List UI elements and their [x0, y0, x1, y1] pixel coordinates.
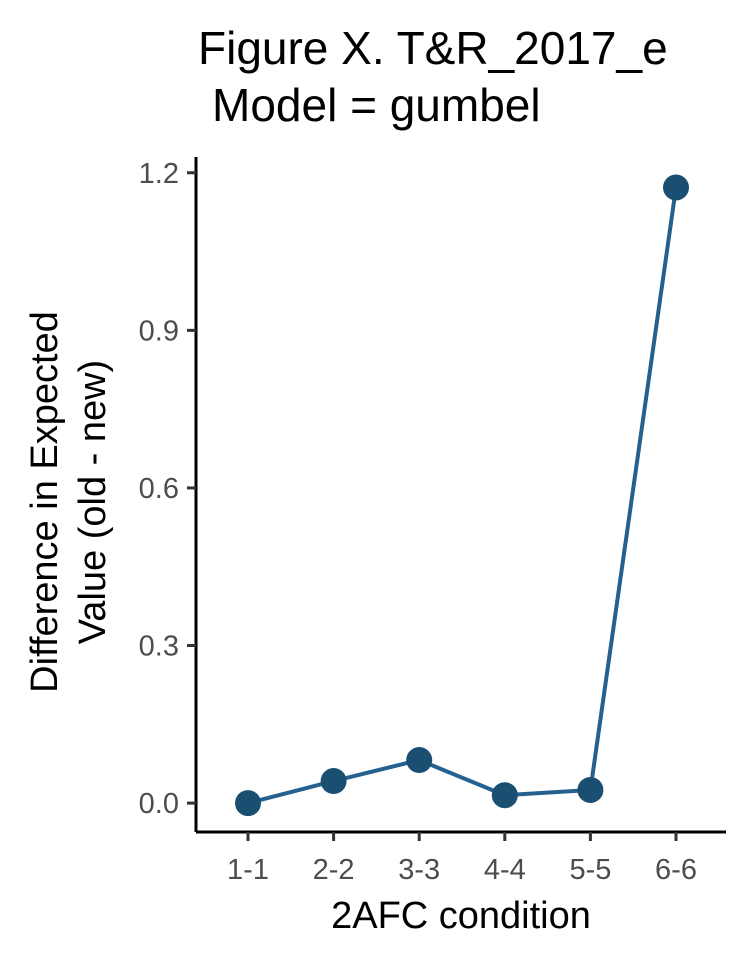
- y-tick-label: 0.3: [139, 631, 179, 663]
- chart-title-line-2: Model = gumbel: [212, 79, 541, 131]
- data-point: [491, 782, 518, 809]
- y-tick-label: 0.6: [139, 473, 179, 505]
- data-point: [406, 747, 433, 774]
- x-tick-label: 6-6: [655, 854, 697, 886]
- x-tick-label: 5-5: [569, 854, 611, 886]
- y-tick-label: 0.9: [139, 315, 179, 347]
- y-tick-label: 0.0: [139, 788, 179, 820]
- data-point: [663, 174, 689, 201]
- data-point: [320, 768, 347, 795]
- data-point: [235, 790, 261, 817]
- x-axis-ticks: 1-1 2-2 3-3 4-4 5-5 6-6: [227, 832, 697, 886]
- y-axis-ticks: 0.0 0.3 0.6 0.9 1.2: [139, 158, 196, 820]
- y-tick-label: 1.2: [139, 158, 179, 190]
- x-tick-label: 3-3: [398, 854, 440, 886]
- x-tick-label: 1-1: [227, 854, 269, 886]
- x-tick-label: 2-2: [313, 854, 355, 886]
- y-axis-title-line-2: Value (old - new): [72, 360, 114, 644]
- x-axis-title: 2AFC condition: [331, 895, 591, 937]
- series-line: [247, 187, 678, 806]
- data-point: [577, 776, 604, 803]
- y-axis-title-line-1: Difference in Expected: [24, 311, 66, 693]
- chart-title-line-1: Figure X. T&R_2017_e: [198, 22, 668, 74]
- y-axis-title: Difference in Expected Value (old - new): [24, 311, 114, 693]
- data-points: [235, 174, 689, 817]
- x-tick-label: 4-4: [484, 854, 526, 886]
